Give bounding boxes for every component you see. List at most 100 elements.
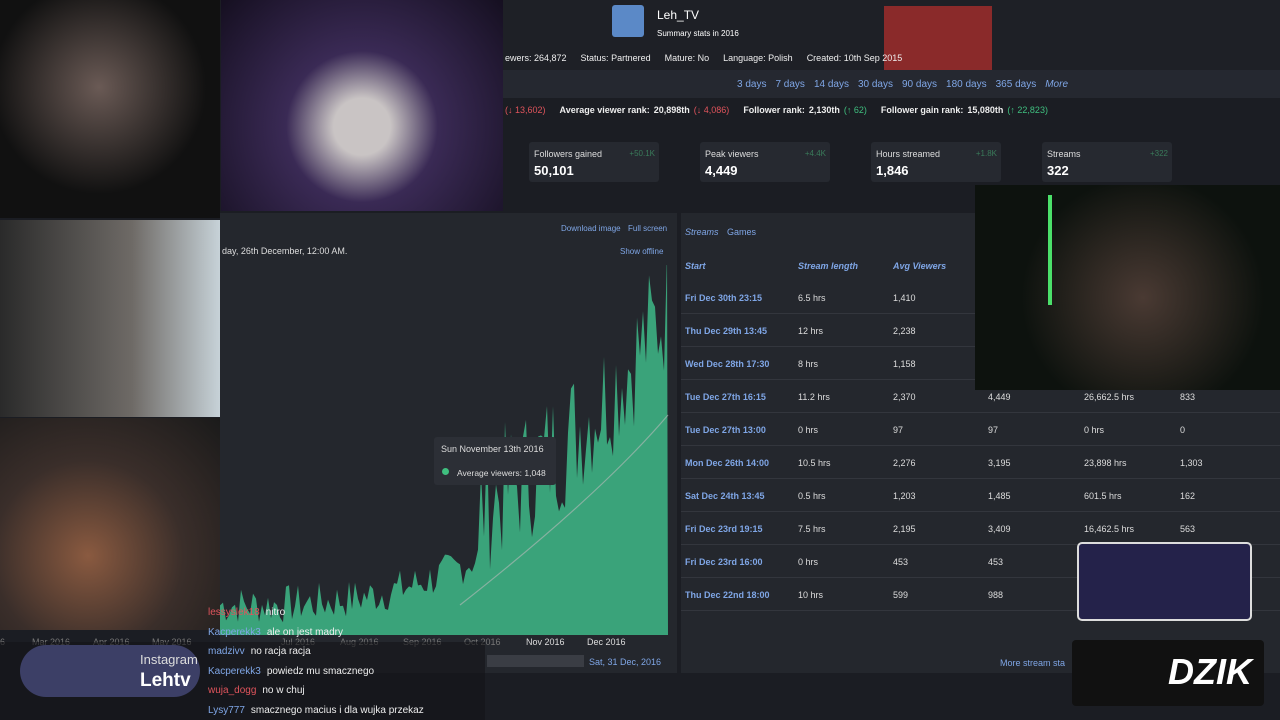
row-divider [681, 577, 1280, 578]
rank-change: (↓ 4,086) [693, 105, 730, 115]
cell: Fri Dec 30th 23:15 [685, 293, 763, 303]
cell: Tue Dec 27th 13:00 [685, 425, 766, 435]
cell: 97 [988, 425, 999, 435]
tooltip-dot [442, 468, 449, 475]
webcam [221, 0, 503, 211]
rank-change: (↑ 22,823) [1007, 105, 1048, 115]
row-divider [681, 478, 1280, 479]
navigator-date: Sat, 31 Dec, 2016 [589, 657, 662, 667]
row-divider [681, 412, 1280, 413]
cell: 2,370 [893, 392, 916, 402]
chat-message: Kacperekk3 ale on jest madry [208, 623, 424, 643]
cell: 12 hrs [798, 326, 824, 336]
cell: 453 [988, 557, 1004, 567]
tab: Streams [685, 227, 719, 237]
chat-message: lessyslek18 nitro [208, 603, 424, 623]
cell: 3,195 [988, 458, 1011, 468]
fullscreen[interactable]: Full screen [628, 224, 668, 233]
rank: Average viewer rank: 20,898th (↓ 4,086) [560, 105, 730, 115]
cell: 10 hrs [798, 590, 824, 600]
cell: 6.5 hrs [798, 293, 826, 303]
period[interactable]: 14 days [813, 79, 849, 90]
period[interactable]: 7 days [775, 79, 805, 90]
cell: 1,303 [1180, 458, 1203, 468]
show-offline[interactable]: Show offline [620, 247, 664, 256]
column-header: Avg Viewers [893, 261, 947, 271]
cell: 833 [1180, 392, 1196, 402]
rank-value: 2,130th [808, 105, 840, 115]
chat-text: no w chuj [262, 685, 305, 696]
cell: Thu Dec 22nd 18:00 [685, 590, 770, 600]
navigator [487, 655, 584, 667]
periods: 3 days 7 days 14 days 30 days 90 days 180 day… [737, 79, 1068, 90]
avatar [612, 5, 644, 37]
cell: 10.5 hrs [798, 458, 831, 468]
chat-message: madzivv no racja racja [208, 642, 424, 662]
cell: 16,462.5 hrs [1084, 524, 1135, 534]
cell: Sat Dec 24th 13:45 [685, 491, 765, 501]
card-label: Peak viewers [705, 149, 759, 159]
chat-text: ale on jest madry [266, 626, 343, 638]
row-divider [681, 544, 1280, 545]
cell: 601.5 hrs [1084, 491, 1122, 501]
cell: 97 [893, 425, 904, 435]
chat-message: wuja_dogg no w chuj [208, 681, 424, 701]
period[interactable]: 365 days [995, 79, 1037, 90]
chat-text: nitro [265, 607, 286, 618]
period[interactable]: 3 days [737, 79, 767, 90]
period[interactable]: 90 days [902, 79, 938, 90]
stat: Mature: No [664, 53, 710, 63]
cell: 0 hrs [798, 557, 819, 567]
ranks: (↓ 13,602) Average viewer rank: 20,898th (↓… [505, 105, 1048, 115]
trend [459, 414, 669, 606]
rank: Follower gain rank: 15,080th (↑ 22,823) [881, 105, 1048, 115]
cell: 1,410 [893, 293, 916, 303]
cell: 4,449 [988, 392, 1011, 402]
card-value: 1,846 [876, 163, 909, 178]
stat: Status: Partnered [580, 53, 651, 63]
rank-change: (↑ 62) [843, 105, 867, 115]
tooltip [434, 437, 556, 485]
card-delta: +1.8K [975, 149, 997, 158]
range-text: day, 26th December, 12:00 AM. [222, 246, 348, 256]
chat-user: lessyslek18 [208, 607, 260, 618]
channel-name: Leh_TV [657, 8, 700, 22]
cell: Mon Dec 26th 14:00 [685, 458, 770, 468]
cell: 599 [893, 590, 909, 600]
cell: Tue Dec 27th 16:15 [685, 392, 766, 402]
cell: 2,276 [893, 458, 916, 468]
card-delta: +50.1K [629, 149, 655, 158]
row-divider [681, 511, 1280, 512]
column-header: Stream length [798, 261, 859, 271]
card-value: 4,449 [705, 163, 738, 178]
more-stats[interactable]: More stream sta [1000, 658, 1066, 668]
card-value: 322 [1047, 163, 1069, 178]
chat-message: Kacperekk3 powiedz mu smacznego [208, 662, 424, 682]
x-label: Nov 2016 [526, 637, 565, 647]
stat: ewers: 264,872 [505, 53, 567, 63]
download[interactable]: Download image [561, 224, 621, 233]
rank-label: Follower gain rank: [880, 105, 964, 115]
stats-line: ewers: 264,872 Status: Partnered Mature: N… [505, 53, 902, 63]
period[interactable]: 180 days [946, 79, 987, 90]
cell: 26,662.5 hrs [1084, 392, 1135, 402]
chat-message: Lysy777 smacznego macius i dla wujka prze… [208, 701, 424, 720]
period[interactable]: 30 days [857, 79, 893, 90]
light [1048, 195, 1052, 305]
rank: Follower rank: 2,130th (↑ 62) [743, 105, 867, 115]
cell: 2,238 [893, 326, 916, 336]
x-label: Dec 2016 [587, 637, 626, 647]
chat-user: Lysy777 [208, 704, 245, 716]
cell: Fri Dec 23rd 16:00 [685, 557, 763, 567]
cell: 3,409 [988, 524, 1011, 534]
cell: 1,485 [988, 491, 1011, 501]
cell: 8 hrs [798, 359, 819, 369]
period[interactable]: More [1045, 79, 1069, 90]
chat-user: madzivv [208, 646, 245, 657]
cell: 2,195 [893, 524, 916, 534]
card-value: 50,101 [534, 163, 574, 178]
cell: Thu Dec 29th 13:45 [685, 326, 768, 336]
rank-label: Follower rank: [743, 105, 805, 115]
webcam [0, 220, 220, 417]
